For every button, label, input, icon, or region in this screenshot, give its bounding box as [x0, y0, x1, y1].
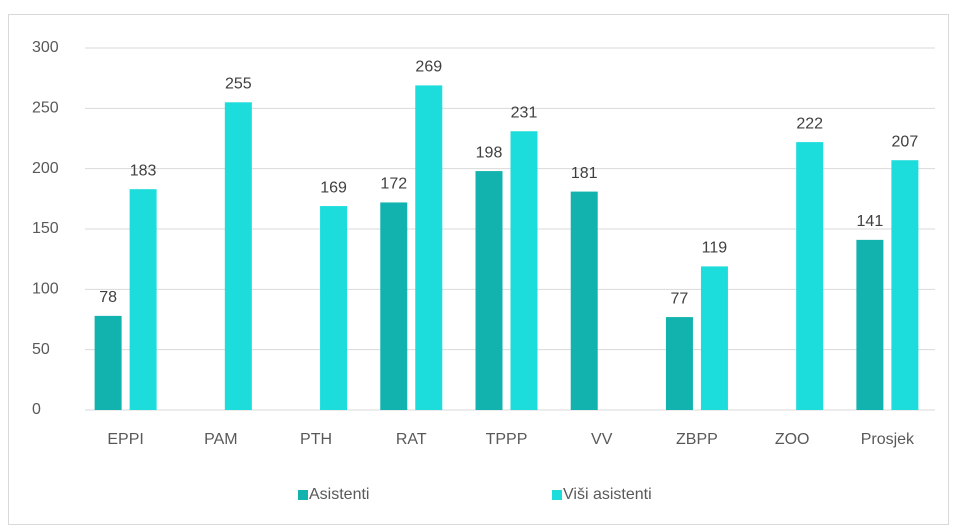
data-label: 231: [511, 104, 538, 121]
data-label: 198: [476, 144, 503, 161]
x-tick-label: TPPP: [486, 431, 528, 448]
bar: [796, 142, 824, 410]
data-label: 77: [671, 290, 689, 307]
bar: [475, 171, 503, 410]
x-tick-label: EPPI: [107, 431, 143, 448]
data-label: 119: [702, 240, 728, 257]
x-tick-label: VV: [591, 431, 613, 448]
bar: [856, 239, 884, 410]
bar: [510, 131, 538, 410]
legend-label: Viši asistenti: [563, 486, 652, 503]
y-tick-label: 300: [32, 39, 59, 56]
bar: [665, 317, 693, 410]
data-label: 172: [380, 176, 407, 193]
x-tick-label: RAT: [396, 431, 427, 448]
x-tick-label: Prosjek: [861, 431, 915, 448]
y-tick-label: 200: [32, 160, 59, 177]
bar: [320, 206, 348, 410]
y-tick-label: 100: [32, 281, 59, 298]
x-tick-label: ZBPP: [676, 431, 718, 448]
bar: [570, 191, 598, 410]
x-tick-label: PTH: [300, 431, 332, 448]
data-label: 141: [857, 213, 884, 230]
bar: [129, 189, 157, 410]
data-label: 207: [892, 133, 919, 150]
data-label: 183: [130, 162, 157, 179]
bar: [224, 102, 252, 411]
y-tick-label: 50: [32, 341, 50, 358]
data-label: 181: [571, 165, 598, 182]
data-label: 255: [225, 76, 252, 93]
bar: [891, 160, 919, 410]
legend-swatch: [552, 490, 562, 500]
data-label: 78: [99, 289, 117, 306]
data-label: 222: [796, 115, 823, 132]
y-tick-label: 0: [32, 401, 41, 418]
bar: [94, 315, 122, 410]
bar: [380, 202, 408, 410]
data-label: 169: [320, 179, 347, 196]
bar: [700, 266, 728, 410]
x-tick-label: PAM: [204, 431, 237, 448]
x-tick-label: ZOO: [775, 431, 810, 448]
legend-swatch: [298, 490, 308, 500]
data-label: 269: [415, 59, 442, 76]
y-tick-label: 150: [32, 220, 59, 237]
y-tick-label: 250: [32, 100, 59, 117]
legend-label: Asistenti: [309, 486, 369, 503]
bar: [415, 85, 443, 410]
